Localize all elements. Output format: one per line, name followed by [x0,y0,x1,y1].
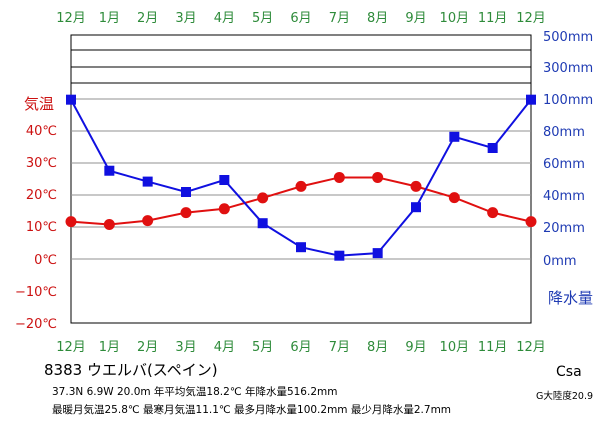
temperature-point [295,180,307,192]
temperature-point [142,215,154,227]
month-label-bottom: 12月 [516,340,546,355]
precipitation-axis-ticks: 500mm 300mm 100mm 80mm 60mm 40mm 20mm 0mm [543,30,593,269]
month-label-top: 3月 [175,11,196,26]
precipitation-point [372,248,383,259]
precipitation-tick-label: 40mm [543,189,585,204]
temperature-point [448,192,460,204]
precipitation-point [296,242,306,253]
precipitation-series [66,94,536,261]
month-label-top: 2月 [137,11,158,26]
precipitation-tick-label: 60mm [543,157,585,172]
precipitation-point [411,202,421,213]
precipitation-tick-label: 300mm [543,61,593,76]
temperature-point [257,192,269,204]
chart-grid [70,34,532,324]
precipitation-point [181,187,191,197]
temperature-point [487,207,499,219]
temperature-tick-label: 10℃ [26,220,57,235]
plot-frame [70,34,532,324]
precipitation-axis-title: 降水量 [548,289,593,307]
month-label-bottom: 9月 [405,340,426,355]
temperature-tick-label: 30℃ [26,156,57,171]
month-label-bottom: 4月 [214,340,235,355]
month-label-top: 1月 [99,11,120,26]
month-label-bottom: 1月 [99,340,120,355]
precipitation-point [219,175,230,185]
bottom-month-labels: 12月 1月 2月 3月 4月 5月 6月 7月 8月 9月 10月 11月 12月 [56,340,546,355]
temperature-tick-label: 40℃ [26,124,57,139]
month-label-bottom: 10月 [440,340,470,355]
temperature-axis-ticks: 40℃ 30℃ 20℃ 10℃ 0℃ −10℃ −20℃ [15,124,57,332]
month-label-top: 7月 [329,11,350,26]
temperature-point [333,171,345,183]
precipitation-point [66,94,76,105]
month-label-bottom: 5月 [252,340,273,355]
month-label-bottom: 7月 [329,340,350,355]
month-label-top: 11月 [478,11,508,26]
month-label-bottom: 8月 [367,340,388,355]
precipitation-point [526,94,536,105]
precipitation-point [257,218,268,229]
month-label-bottom: 2月 [137,340,158,355]
precipitation-tick-label: 0mm [543,254,577,269]
temperature-tick-label: −10℃ [15,285,57,300]
month-label-top: 8月 [367,11,388,26]
month-label-top: 4月 [214,11,235,26]
climate-classification: Csa [556,364,582,380]
temperature-point [65,216,77,228]
temperature-series [65,171,537,230]
station-summary: 37.3N 6.9W 20.0m 年平均気温18.2℃ 年降水量516.2mm [52,386,338,398]
temperature-tick-label: 0℃ [34,253,57,268]
month-label-top: 6月 [290,11,311,26]
month-label-top: 5月 [252,11,273,26]
precipitation-tick-label: 500mm [543,30,593,45]
station-extremes: 最暖月気温25.8℃ 最寒月気温11.1℃ 最多月降水量100.2mm 最少月降… [52,404,452,416]
month-label-bottom: 3月 [175,340,196,355]
month-label-top: 10月 [440,11,470,26]
precipitation-point [334,250,345,261]
precipitation-point [104,165,115,176]
temperature-point [218,203,230,215]
continentality-index: G大陸度20.9 [536,391,594,402]
temperature-point [410,180,422,192]
temperature-point [103,218,115,230]
temperature-axis-title: 気温 [24,95,54,113]
month-label-bottom: 11月 [478,340,508,355]
temperature-point [525,216,537,228]
month-label-top: 12月 [516,11,546,26]
month-label-bottom: 6月 [290,340,311,355]
temperature-point [180,207,192,219]
temperature-point [372,171,384,183]
precipitation-point [487,143,498,153]
month-label-top: 12月 [56,11,86,26]
temperature-tick-label: −20℃ [15,317,57,332]
month-label-top: 9月 [405,11,426,26]
precipitation-point [142,176,153,187]
precipitation-line [70,99,532,257]
temperature-tick-label: 20℃ [26,188,57,203]
top-month-labels: 12月 1月 2月 3月 4月 5月 6月 7月 8月 9月 10月 11月 12月 [56,11,546,26]
precipitation-tick-label: 100mm [543,93,593,108]
station-title: 8383 ウエルバ(スペイン) [44,361,218,379]
month-label-bottom: 12月 [56,340,86,355]
precipitation-point [449,131,460,142]
precipitation-tick-label: 20mm [543,221,585,236]
precipitation-tick-label: 80mm [543,125,585,140]
